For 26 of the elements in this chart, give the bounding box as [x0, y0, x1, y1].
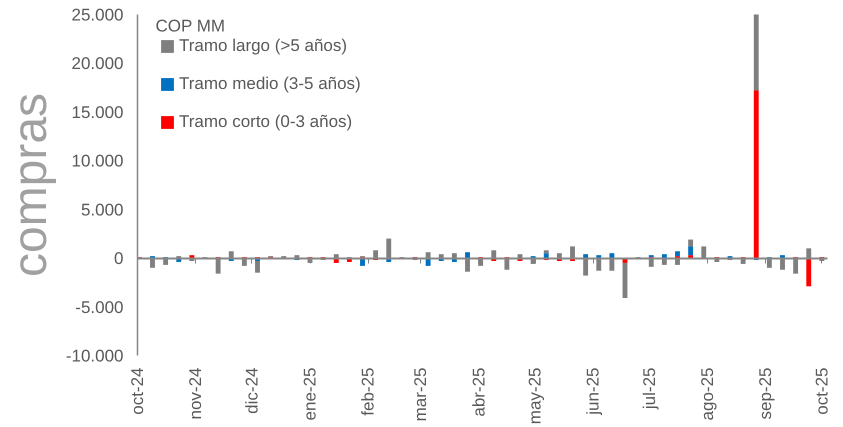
x-tick-label: feb-25 — [358, 368, 378, 416]
legend-label: Tramo medio (3-5 años) — [179, 74, 361, 94]
y-tick-label: -10.000 — [66, 346, 124, 366]
x-tick-label: jun-25 — [584, 367, 603, 416]
y-tick-label: 5.000 — [80, 200, 124, 220]
y-axis-title: compras — [4, 92, 57, 278]
y-tick-label: 0 — [114, 249, 124, 268]
y-tick-label: -5.000 — [75, 298, 124, 317]
x-tick-label: may-25 — [526, 368, 544, 424]
x-tick-label: ago-25 — [698, 367, 717, 420]
legend-label: Tramo corto (0-3 años) — [179, 112, 352, 132]
x-tick-label: dic-24 — [242, 367, 262, 414]
y-tick-label: 15.000 — [72, 102, 124, 122]
y-tick-label: 10.000 — [72, 152, 124, 171]
x-tick-label: abr-25 — [469, 368, 488, 417]
x-tick-label: nov-24 — [186, 367, 206, 420]
x-tick-label: oct-24 — [128, 368, 147, 415]
x-tick-label: jul-25 — [640, 367, 659, 410]
x-tick-label: oct-25 — [812, 368, 832, 415]
chart-subtitle: COP MM — [156, 16, 226, 36]
x-tick-label: ene-25 — [300, 367, 320, 420]
y-tick-label: 20.000 — [72, 54, 124, 74]
legend-label: Tramo largo (>5 años) — [179, 36, 348, 56]
x-tick-label: mar-25 — [411, 367, 430, 422]
x-tick-label: sep-25 — [756, 367, 776, 420]
y-tick-label: 25.000 — [72, 6, 124, 24]
